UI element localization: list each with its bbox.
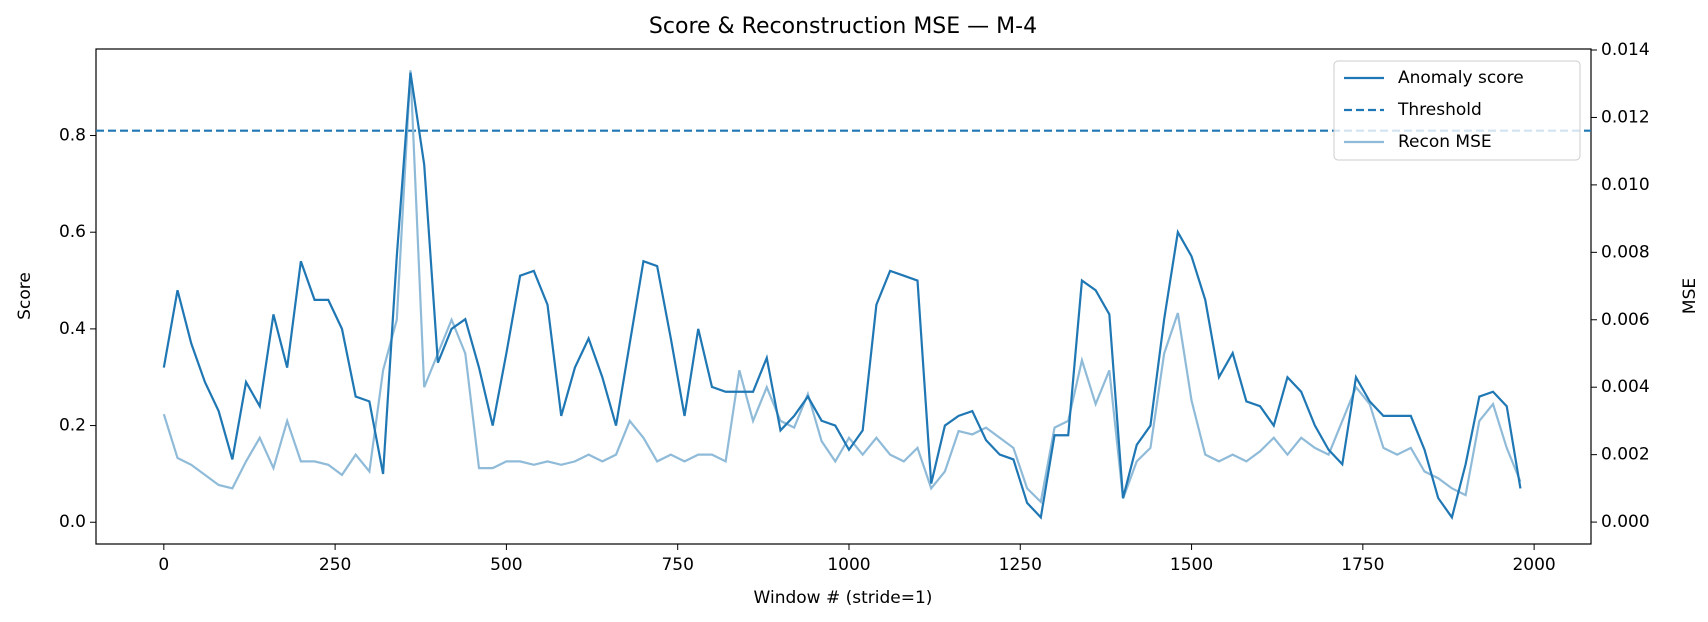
y2-tick-label: 0.008: [1601, 242, 1650, 262]
x-axis-label: Window # (stride=1): [754, 588, 933, 608]
series-line: [162, 70, 1522, 505]
x-tick-label: 1750: [1341, 555, 1384, 575]
x-tick-label: 0: [158, 555, 169, 575]
y2-tick-label: 0.012: [1601, 107, 1650, 127]
y2-tick-label: 0.002: [1601, 445, 1650, 465]
legend-box: [1333, 60, 1581, 161]
x-tick-label: 1500: [1170, 555, 1213, 575]
y2-tick-label: 0.014: [1601, 40, 1650, 60]
y-tick-label: 0.2: [59, 416, 86, 436]
y-axis-label: Score: [15, 272, 35, 320]
y2-tick-label: 0.004: [1601, 377, 1650, 397]
x-tick-label: 500: [490, 555, 522, 575]
x-tick-label: 2000: [1512, 555, 1555, 575]
y2-axis-label: MSE: [1680, 278, 1700, 314]
legend-label: Anomaly score: [1398, 68, 1524, 88]
y-tick-label: 0.0: [59, 512, 86, 532]
y-tick-label: 0.8: [59, 126, 86, 146]
series-line: [162, 72, 1522, 520]
y-tick-label: 0.4: [59, 319, 86, 339]
y2-tick-label: 0.010: [1601, 175, 1650, 195]
x-tick-label: 1250: [999, 555, 1042, 575]
y2-tick-label: 0.000: [1601, 512, 1650, 532]
x-tick-label: 250: [319, 555, 351, 575]
x-tick-label: 750: [661, 555, 693, 575]
y2-tick-label: 0.006: [1601, 310, 1650, 330]
legend-label: Recon MSE: [1398, 132, 1492, 152]
chart-title: Score & Reconstruction MSE — M-4: [649, 14, 1037, 39]
x-tick-label: 1000: [827, 555, 870, 575]
y-tick-label: 0.6: [59, 222, 86, 242]
plot-frame: [95, 48, 1592, 545]
legend-label: Threshold: [1397, 100, 1482, 120]
